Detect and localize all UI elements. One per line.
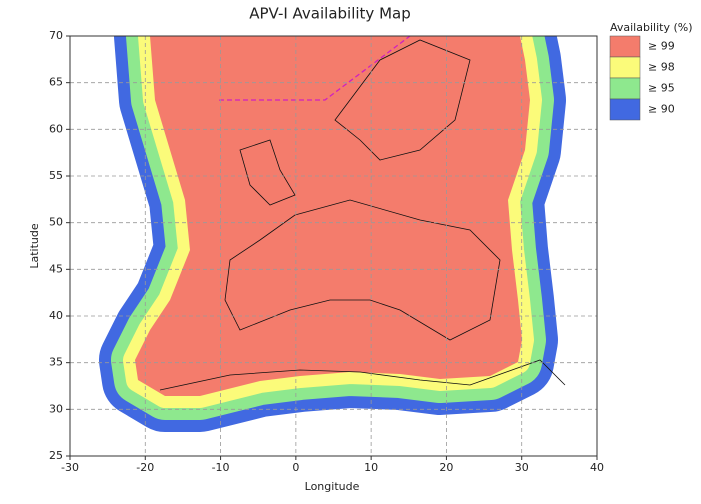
y-tick-label: 50 (49, 216, 63, 229)
x-tick-label: -10 (212, 461, 230, 474)
legend-swatch (609, 56, 641, 79)
x-tick-label: -30 (61, 461, 79, 474)
legend-swatch (609, 98, 641, 121)
availability-region (135, 36, 530, 396)
y-tick-label: 30 (49, 402, 63, 415)
x-tick-label: 20 (439, 461, 453, 474)
chart-title: APV-I Availability Map (249, 5, 410, 23)
y-tick-label: 55 (49, 169, 63, 182)
legend-swatch (609, 77, 641, 100)
y-tick-label: 60 (49, 122, 63, 135)
legend: ≥ 99 ≥ 98 ≥ 95 ≥ 90 (609, 35, 675, 121)
y-tick-label: 35 (49, 356, 63, 369)
x-tick-label: 10 (364, 461, 378, 474)
y-tick-label: 70 (49, 29, 63, 42)
y-tick-label: 45 (49, 262, 63, 275)
legend-label: ≥ 95 (648, 82, 675, 95)
legend-label: ≥ 99 (648, 40, 675, 53)
x-tick-label: 30 (515, 461, 529, 474)
y-tick-label: 25 (49, 449, 63, 462)
x-tick-label: -20 (136, 461, 154, 474)
y-tick-label: 40 (49, 309, 63, 322)
legend-swatch (609, 35, 641, 58)
legend-label: ≥ 98 (648, 61, 675, 74)
plot-frame (69, 35, 598, 457)
x-axis-label: Longitude (305, 480, 360, 493)
legend-title: Availability (%) (610, 21, 693, 34)
y-axis-label: Latitude (28, 223, 41, 269)
legend-label: ≥ 90 (648, 103, 675, 116)
y-tick-label: 65 (49, 76, 63, 89)
map-area (135, 36, 565, 396)
coastline (159, 39, 566, 391)
x-tick-label: 0 (292, 461, 299, 474)
coverage-boundary (219, 36, 411, 101)
x-tick-label: 40 (590, 461, 604, 474)
